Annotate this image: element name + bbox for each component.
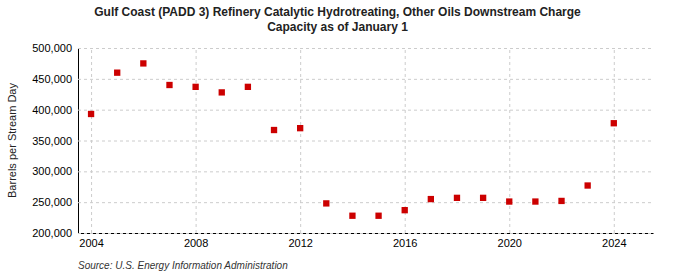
point: [532, 198, 538, 204]
point: [297, 125, 303, 131]
y-tick-label: 250,000: [32, 196, 72, 208]
x-tick: 2024: [602, 48, 626, 249]
point: [114, 70, 120, 76]
x-tick-label: 2024: [602, 237, 626, 249]
y-tick: 300,000: [32, 165, 653, 177]
point: [271, 127, 277, 133]
title-line: Capacity as of January 1: [267, 20, 408, 34]
x-tick-label: 2008: [184, 237, 208, 249]
x-axis-line: [79, 233, 654, 234]
y-axis: 200,000 250,000 300,000 350,000 400,000 450,0…: [32, 42, 653, 239]
y-grid-line: [78, 79, 653, 80]
point: [402, 207, 408, 213]
x-tick: 2016: [393, 48, 417, 249]
chart: Gulf Coast (PADD 3) Refinery Catalytic H…: [0, 0, 675, 275]
y-tick: 250,000: [32, 196, 653, 208]
y-tick-label: 500,000: [32, 42, 72, 54]
y-grid-line: [78, 202, 653, 203]
x-tick-label: 2020: [498, 237, 522, 249]
x-tick-label: 2016: [393, 237, 417, 249]
x-tick: 2004: [79, 48, 103, 249]
point: [558, 198, 564, 204]
y-grid-line: [78, 110, 653, 111]
source: Source: U.S. Energy Information Administ…: [78, 260, 288, 271]
x-tick: 2012: [288, 48, 312, 249]
x-tick-label: 2004: [79, 237, 103, 249]
y-tick: 200,000: [32, 227, 653, 239]
y-tick-label: 200,000: [32, 227, 72, 239]
point: [506, 198, 512, 204]
point: [88, 111, 94, 117]
plot: 2004 2008 2012 2016 2020 2024 200,000 250,000 30…: [32, 42, 653, 249]
y-tick: 450,000: [32, 73, 653, 85]
x-grid-line: [196, 48, 197, 233]
point: [140, 60, 146, 66]
y-tick: 400,000: [32, 104, 653, 116]
y-tick-label: 400,000: [32, 104, 72, 116]
y-tick: 350,000: [32, 135, 653, 147]
title-line: Gulf Coast (PADD 3) Refinery Catalytic H…: [94, 5, 581, 19]
points: [88, 60, 617, 219]
y-tick-label: 300,000: [32, 165, 72, 177]
x-tick: 2020: [498, 48, 522, 249]
x-tick: 2008: [184, 48, 208, 249]
point: [480, 195, 486, 201]
y-grid-line: [78, 171, 653, 172]
point: [323, 200, 329, 206]
x-tick-label: 2012: [288, 237, 312, 249]
title: Gulf Coast (PADD 3) Refinery Catalytic H…: [94, 5, 581, 34]
point: [245, 84, 251, 90]
point: [349, 213, 355, 219]
point: [454, 195, 460, 201]
y-grid-line: [78, 141, 653, 142]
point: [219, 89, 225, 95]
y-tick-label: 350,000: [32, 135, 72, 147]
y-grid-line: [78, 233, 653, 234]
y-tick: 500,000: [32, 42, 653, 54]
point: [375, 213, 381, 219]
point: [584, 182, 590, 188]
point: [611, 120, 617, 126]
y-tick-label: 450,000: [32, 73, 72, 85]
point: [428, 196, 434, 202]
y-grid-line: [78, 48, 653, 49]
point: [192, 84, 198, 90]
point: [166, 82, 172, 88]
y-axis-title: Barrels per Stream Day: [6, 83, 18, 198]
x-axis: 2004 2008 2012 2016 2020 2024: [79, 48, 654, 249]
